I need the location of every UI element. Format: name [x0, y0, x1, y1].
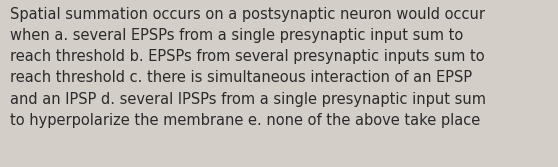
Text: Spatial summation occurs on a postsynaptic neuron would occur
when a. several EP: Spatial summation occurs on a postsynapt…	[10, 7, 486, 128]
